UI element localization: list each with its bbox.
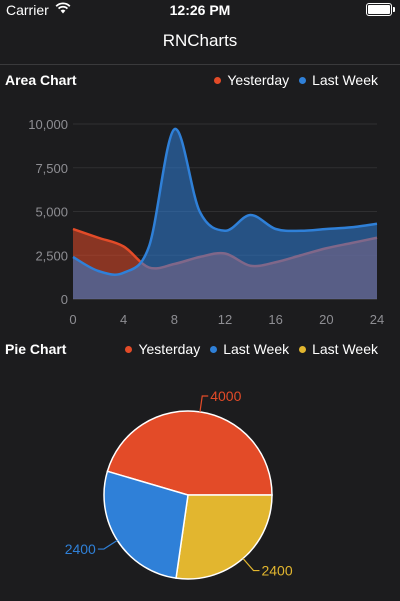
pie-chart[interactable]: 4000 2400 2400 — [0, 365, 400, 601]
navigation-bar: RNCharts — [0, 20, 400, 65]
x-tick-label: 12 — [218, 312, 232, 327]
pie-legend-label-last-week-2: Last Week — [312, 341, 378, 357]
area-chart[interactable]: 0 2,500 5,000 7,500 10,000 0 4 8 12 16 20 24 — [0, 100, 400, 335]
y-tick-label: 7,500 — [35, 161, 68, 176]
legend-dot-yesterday — [214, 76, 222, 84]
pie-slice[interactable] — [103, 470, 189, 579]
pie-legend-entry-last-week-2: Last Week — [299, 341, 378, 357]
status-bar: Carrier 12:26 PM — [0, 0, 400, 20]
legend-label-last-week: Last Week — [312, 72, 378, 88]
area-fill-last-week — [73, 128, 377, 299]
nav-title: RNCharts — [162, 31, 238, 50]
status-time: 12:26 PM — [169, 2, 231, 18]
pie-legend-entry-yesterday: Yesterday — [125, 341, 200, 357]
x-tick-label: 24 — [370, 312, 384, 327]
y-tick-label: 10,000 — [28, 117, 68, 132]
pie-legend-dot-last-week-2 — [299, 345, 307, 353]
area-chart-title: Area Chart — [5, 72, 77, 88]
wifi-icon — [55, 2, 71, 14]
area-line-last-week — [72, 127, 378, 276]
x-tick-label: 20 — [319, 312, 333, 327]
area-chart-legend: Yesterday Last Week — [204, 72, 378, 88]
pie-chart-legend: Yesterday Last Week Last Week — [115, 341, 378, 357]
pie-chart-title: Pie Chart — [5, 341, 67, 357]
battery-icon — [366, 3, 395, 16]
y-tick-label: 5,000 — [35, 205, 68, 220]
pie-legend-dot-last-week — [210, 345, 218, 353]
pie-slice[interactable] — [175, 494, 273, 580]
carrier-label: Carrier — [6, 2, 49, 18]
pie-value-label: 4000 — [210, 388, 241, 404]
pie-value-label: 2400 — [261, 563, 292, 579]
pie-legend-entry-last-week: Last Week — [210, 341, 289, 357]
x-tick-label: 4 — [120, 312, 127, 327]
y-tick-label: 2,500 — [35, 248, 68, 263]
legend-label-yesterday: Yesterday — [227, 72, 290, 88]
x-tick-label: 0 — [69, 312, 76, 327]
y-tick-label: 0 — [61, 292, 68, 307]
pie-legend-dot-yesterday — [125, 345, 133, 353]
pie-legend-label-last-week: Last Week — [223, 341, 290, 357]
legend-entry-yesterday: Yesterday — [214, 72, 289, 88]
legend-dot-last-week — [299, 76, 307, 84]
legend-entry-last-week: Last Week — [299, 72, 378, 88]
x-tick-label: 8 — [171, 312, 178, 327]
x-tick-label: 16 — [268, 312, 282, 327]
pie-legend-label-yesterday: Yesterday — [138, 341, 201, 357]
pie-leader-line — [97, 539, 118, 550]
pie-value-label: 2400 — [65, 541, 96, 557]
pie-leader-line — [199, 395, 209, 412]
pie-leader-line — [242, 558, 260, 572]
pie-slice[interactable] — [106, 410, 273, 496]
